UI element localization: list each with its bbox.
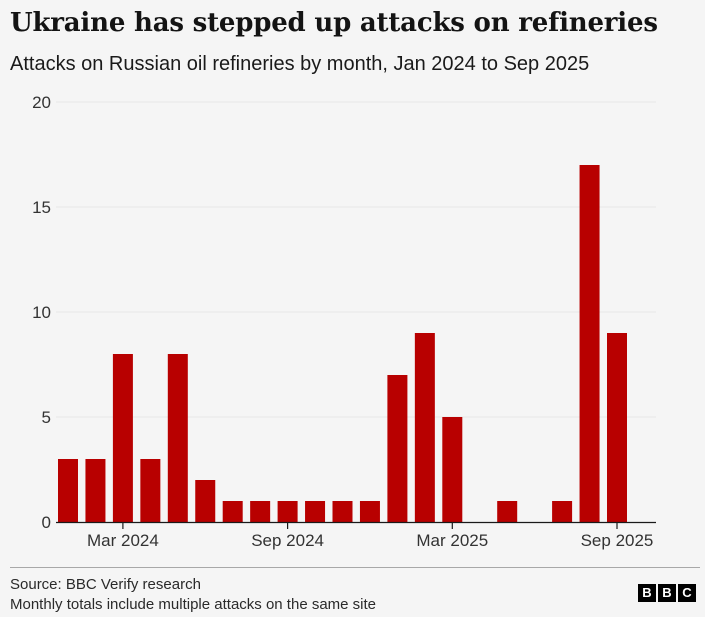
- bar: [85, 459, 106, 522]
- x-tick-label: Sep 2025: [581, 531, 654, 550]
- logo-letter-b2: B: [658, 584, 676, 602]
- bar: [442, 417, 463, 522]
- bar: [607, 333, 627, 522]
- logo-letter-c: C: [678, 584, 696, 602]
- bar: [579, 165, 600, 522]
- bar: [414, 333, 435, 522]
- x-axis: Mar 2024 Sep 2024 Mar 2025 Sep 2025: [56, 521, 656, 550]
- footer-divider: [10, 567, 700, 568]
- gridlines: [56, 101, 656, 418]
- y-axis-ticks: 0 5 10 15 20: [32, 93, 51, 532]
- y-tick-label: 10: [32, 303, 51, 322]
- x-tick-label: Mar 2024: [87, 531, 159, 550]
- bar: [277, 501, 298, 522]
- bar: [497, 501, 518, 522]
- chart-subtitle: Attacks on Russian oil refineries by mon…: [10, 53, 590, 75]
- bar: [167, 354, 188, 522]
- bar: [195, 480, 216, 522]
- logo-letter-b1: B: [638, 584, 656, 602]
- source-note: Source: BBC Verify research: [10, 576, 201, 593]
- bar: [140, 459, 161, 522]
- bar: [112, 354, 133, 522]
- y-tick-label: 0: [42, 513, 51, 532]
- x-tick-label: Mar 2025: [416, 531, 488, 550]
- y-tick-label: 15: [32, 198, 51, 217]
- bar: [552, 501, 573, 522]
- bar: [305, 501, 326, 522]
- bars: [58, 165, 627, 522]
- bar: [387, 375, 408, 522]
- bar: [359, 501, 380, 522]
- bar-chart: 0 5 10 15 20 Mar 2024 Sep 2024 Mar 2025 Sep 202…: [32, 93, 656, 550]
- bbc-logo: B B C: [638, 584, 696, 602]
- chart-title: Ukraine has stepped up attacks on refine…: [10, 8, 658, 38]
- y-tick-label: 5: [42, 408, 51, 427]
- bar: [58, 459, 78, 522]
- x-tick-label: Sep 2024: [251, 531, 324, 550]
- bar: [332, 501, 353, 522]
- methodology-note: Monthly totals include multiple attacks …: [10, 596, 377, 613]
- bar: [222, 501, 243, 522]
- y-tick-label: 20: [32, 93, 51, 112]
- bar: [250, 501, 271, 522]
